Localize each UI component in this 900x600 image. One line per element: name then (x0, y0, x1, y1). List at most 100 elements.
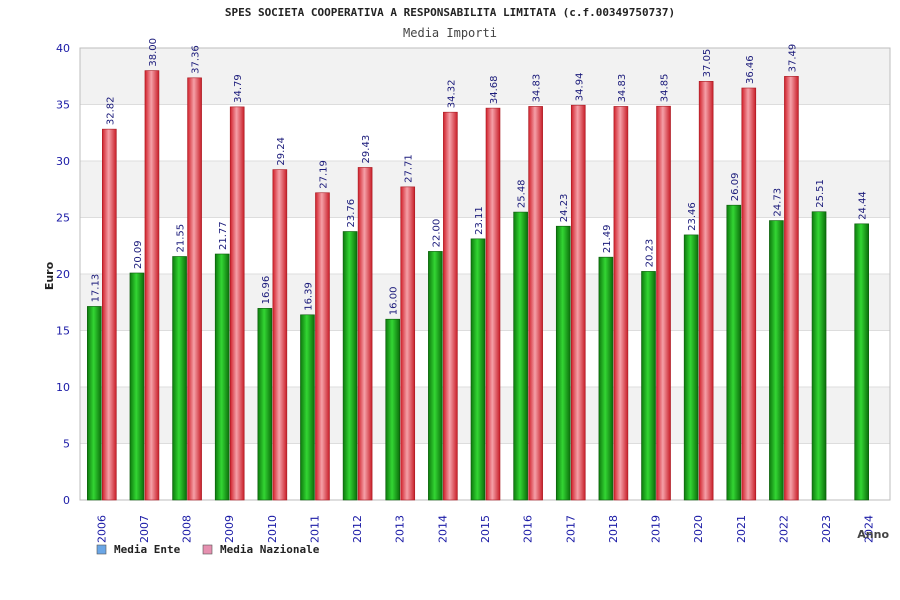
legend: Media Ente Media Nazionale (96, 543, 320, 556)
y-axis-label: Euro (43, 261, 56, 290)
bar-nazionale (102, 128, 117, 501)
data-label-nazionale: 37.05 (702, 49, 713, 78)
y-tick-label: 5 (63, 438, 70, 451)
x-tick-label: 2012 (351, 515, 364, 543)
data-label-nazionale: 32.82 (105, 96, 116, 125)
bars (87, 70, 869, 501)
data-label-ente: 16.96 (261, 276, 272, 305)
data-label-nazionale: 29.24 (276, 137, 287, 166)
data-label-ente: 21.77 (218, 221, 229, 250)
x-axis-label: Anno (857, 528, 889, 541)
bar-ente (726, 204, 742, 501)
bar-nazionale (613, 106, 629, 501)
data-label-nazionale: 27.19 (318, 160, 329, 189)
data-label-nazionale: 37.49 (787, 44, 798, 73)
x-tick-label: 2022 (777, 515, 790, 543)
bar-nazionale (528, 106, 543, 501)
x-tick-label: 2018 (607, 515, 620, 543)
data-label-ente: 24.73 (772, 188, 783, 217)
bar-nazionale (400, 186, 416, 501)
x-tick-label: 2010 (266, 515, 279, 543)
y-tick-label: 20 (56, 268, 70, 281)
data-label-nazionale: 29.43 (361, 135, 372, 164)
x-tick-label: 2013 (394, 515, 407, 543)
x-tick-label: 2011 (308, 515, 321, 543)
bar-ente (470, 238, 486, 501)
x-tick-label: 2017 (564, 515, 577, 543)
bar-nazionale (315, 192, 330, 501)
bar-nazionale (485, 107, 501, 501)
bar-nazionale (272, 169, 288, 501)
bar-nazionale (357, 167, 373, 501)
bar-ente (87, 306, 102, 501)
x-tick-label: 2015 (479, 515, 492, 543)
x-tick-label: 2020 (692, 515, 705, 543)
legend-label-nazionale: Media Nazionale (220, 543, 320, 556)
bar-ente (769, 220, 784, 501)
bar-ente (257, 308, 273, 501)
x-axis-ticks: 2006 2007 2008 2009 2010 2011 2012 2013 2014 2015… (95, 515, 875, 543)
data-label-ente: 23.46 (687, 202, 698, 231)
data-label-nazionale: 34.68 (489, 75, 500, 104)
data-label-nazionale: 34.83 (617, 74, 628, 103)
data-label-ente: 16.00 (389, 287, 400, 316)
y-tick-label: 15 (56, 325, 70, 338)
data-label-nazionale: 27.71 (404, 154, 415, 183)
data-label-ente: 21.55 (176, 224, 187, 253)
y-axis-ticks: 0 5 10 15 20 25 30 35 40 (56, 42, 70, 507)
bar-ente (683, 234, 699, 501)
bar-nazionale (784, 76, 799, 501)
bar-ente (598, 256, 614, 501)
data-label-ente: 22.00 (431, 219, 442, 248)
data-label-nazionale: 34.85 (660, 74, 671, 103)
bar-ente (129, 272, 145, 501)
data-label-nazionale: 37.36 (191, 45, 202, 74)
x-tick-label: 2008 (181, 515, 194, 543)
x-tick-label: 2021 (735, 515, 748, 543)
data-label-ente: 20.23 (645, 239, 656, 268)
bar-ente (641, 271, 656, 501)
data-label-ente: 24.23 (559, 194, 570, 223)
y-tick-label: 30 (56, 155, 70, 168)
data-label-ente: 25.48 (517, 179, 528, 208)
legend-swatch-nazionale (202, 544, 213, 555)
bar-nazionale (698, 81, 714, 501)
x-tick-label: 2009 (223, 515, 236, 543)
bar-nazionale (570, 104, 586, 501)
y-tick-label: 0 (63, 494, 70, 507)
bar-ente (385, 318, 401, 501)
bar-nazionale (187, 77, 202, 501)
data-labels: 17.13 20.09 21.55 21.77 16.96 16.39 23.76 16.00… (90, 38, 868, 315)
y-tick-label: 25 (56, 212, 70, 225)
data-label-ente: 24.44 (858, 191, 869, 220)
bar-nazionale (144, 70, 160, 501)
data-label-nazionale: 34.32 (446, 80, 457, 109)
bar-ente (811, 211, 827, 501)
x-tick-label: 2016 (522, 515, 535, 543)
bar-ente (513, 211, 528, 501)
data-label-ente: 16.39 (303, 282, 314, 311)
data-label-nazionale: 34.94 (574, 73, 585, 102)
bar-ente (854, 223, 869, 501)
bar-ente (555, 225, 571, 501)
data-label-nazionale: 34.79 (233, 74, 244, 103)
y-tick-label: 35 (56, 99, 70, 112)
bar-ente (172, 256, 187, 501)
data-label-nazionale: 34.83 (532, 74, 543, 103)
data-label-nazionale: 36.46 (745, 55, 756, 84)
chart-title: SPES SOCIETA COOPERATIVA A RESPONSABILIT… (225, 6, 675, 19)
bar-ente (214, 253, 230, 501)
bar-nazionale (229, 106, 245, 501)
y-tick-label: 40 (56, 42, 70, 55)
bar-nazionale (741, 87, 757, 501)
legend-label-ente: Media Ente (114, 543, 181, 556)
x-tick-label: 2007 (138, 515, 151, 543)
bar-nazionale (443, 111, 458, 501)
bar-ente (428, 251, 443, 501)
x-tick-label: 2024 (863, 515, 876, 543)
bar-ente (342, 231, 358, 501)
data-label-ente: 17.13 (90, 274, 101, 303)
bar-ente (300, 314, 315, 501)
